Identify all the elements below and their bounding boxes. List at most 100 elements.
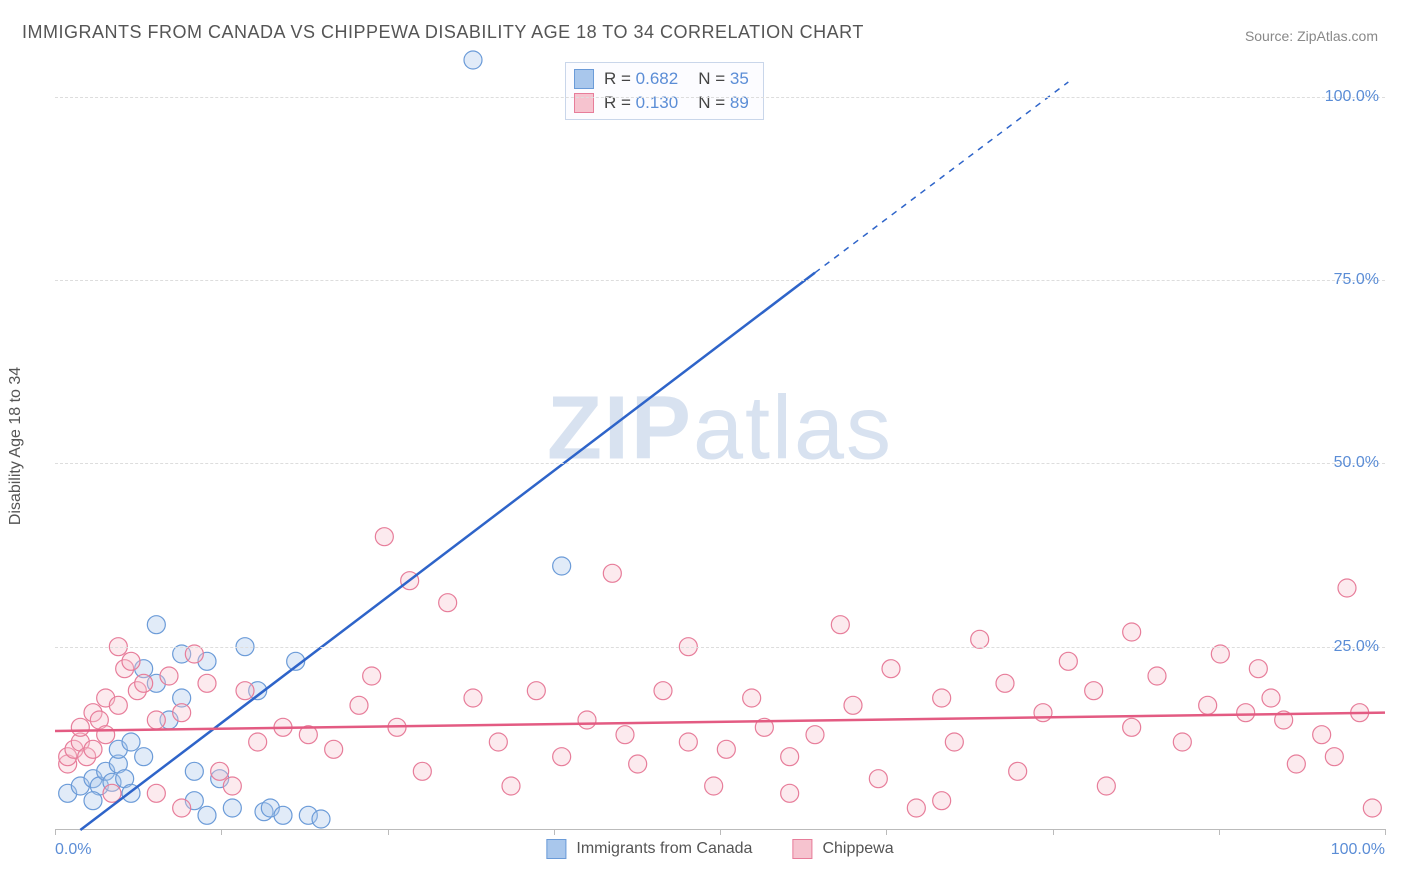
data-point [1249,660,1267,678]
data-point [84,740,102,758]
data-point [1363,799,1381,817]
data-point [933,689,951,707]
legend-swatch [792,839,812,859]
legend-item: Immigrants from Canada [546,839,752,859]
plot-area: ZIPatlas R = 0.682N = 35R = 0.130N = 89 … [55,60,1385,830]
data-point [97,726,115,744]
data-point [173,704,191,722]
gridline [55,463,1385,464]
data-point [705,777,723,795]
x-tick [55,829,56,835]
data-point [806,726,824,744]
data-point [1123,718,1141,736]
x-tick [1385,829,1386,835]
data-point [945,733,963,751]
data-point [1211,645,1229,663]
x-tick [388,829,389,835]
x-tick [1053,829,1054,835]
data-point [122,733,140,751]
data-point [1148,667,1166,685]
x-tick-label: 0.0% [55,841,91,859]
x-tick-label: 100.0% [1331,841,1385,859]
data-point [413,762,431,780]
data-point [173,799,191,817]
data-point [907,799,925,817]
data-point [603,564,621,582]
data-point [147,616,165,634]
y-axis-label: Disability Age 18 to 34 [7,367,25,525]
trend-line [80,273,815,830]
data-point [350,696,368,714]
legend-stats-row: R = 0.682 N = 35 [574,67,749,91]
data-point [578,711,596,729]
data-point [1034,704,1052,722]
legend-item: Chippewa [792,839,893,859]
data-point [223,777,241,795]
data-point [1199,696,1217,714]
data-point [223,799,241,817]
data-point [717,740,735,758]
data-point [375,528,393,546]
data-point [869,770,887,788]
data-point [844,696,862,714]
data-point [274,806,292,824]
data-point [553,748,571,766]
data-point [185,762,203,780]
data-point [122,652,140,670]
gridline [55,97,1385,98]
data-point [553,557,571,575]
data-point [654,682,672,700]
gridline [55,280,1385,281]
data-point [831,616,849,634]
trend-line-dashed [815,82,1068,273]
data-point [198,674,216,692]
data-point [439,594,457,612]
x-tick [720,829,721,835]
data-point [1338,579,1356,597]
data-point [147,711,165,729]
legend-stats-row: R = 0.130N = 89 [574,91,749,115]
trend-line [55,713,1385,731]
data-point [363,667,381,685]
data-point [933,792,951,810]
legend-r-label: R = 0.682 [604,69,678,89]
legend-n-label: N = 35 [698,69,749,89]
data-point [1287,755,1305,773]
data-point [135,748,153,766]
y-tick-label: 100.0% [1325,88,1379,106]
data-point [743,689,761,707]
data-point [781,748,799,766]
data-point [629,755,647,773]
data-point [679,733,697,751]
y-tick-label: 25.0% [1334,638,1379,656]
data-point [489,733,507,751]
data-point [464,51,482,69]
legend-swatch [546,839,566,859]
data-point [616,726,634,744]
data-point [1325,748,1343,766]
gridline [55,647,1385,648]
data-point [1262,689,1280,707]
data-point [1085,682,1103,700]
data-point [1173,733,1191,751]
source-label: Source: ZipAtlas.com [1245,28,1378,44]
x-tick [886,829,887,835]
data-point [211,762,229,780]
data-point [971,630,989,648]
y-tick-label: 50.0% [1334,454,1379,472]
scatter-plot-svg [55,60,1385,829]
legend-label: Immigrants from Canada [576,840,752,858]
x-tick [554,829,555,835]
data-point [1059,652,1077,670]
data-point [1097,777,1115,795]
data-point [160,667,178,685]
data-point [325,740,343,758]
data-point [198,806,216,824]
data-point [1123,623,1141,641]
data-point [527,682,545,700]
data-point [135,674,153,692]
data-point [1313,726,1331,744]
data-point [781,784,799,802]
chart-title: IMMIGRANTS FROM CANADA VS CHIPPEWA DISAB… [22,22,864,43]
legend-label: Chippewa [822,840,893,858]
